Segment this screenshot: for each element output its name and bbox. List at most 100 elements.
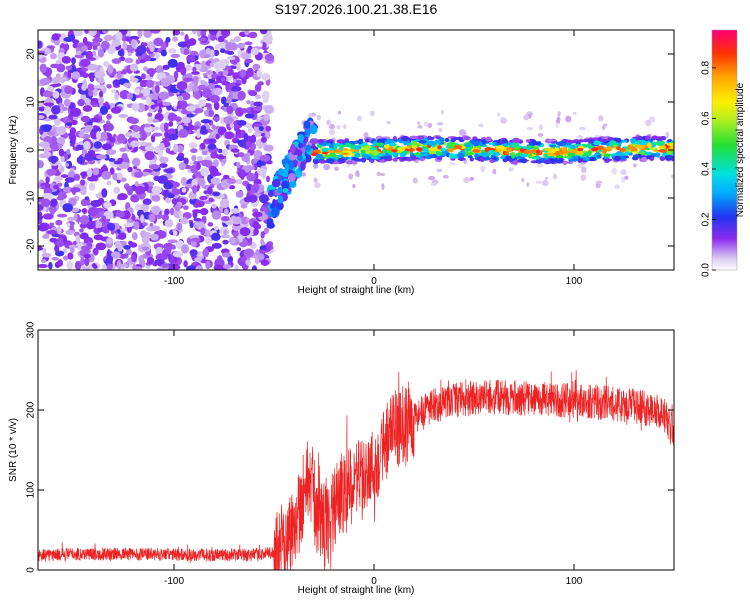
heatmap-cell (64, 85, 73, 95)
heatmap-cell (128, 35, 140, 41)
heatmap-cell (168, 133, 179, 141)
heatmap-cell (189, 50, 198, 56)
heatmap-cell (502, 143, 509, 148)
heatmap-cell (123, 222, 134, 228)
heatmap-cell (237, 139, 242, 145)
heatmap-cell (200, 125, 207, 134)
colorbar-label: Normalized spectral amplitude (735, 82, 746, 217)
heatmap-cell (355, 170, 360, 178)
heatmap-cell (95, 242, 107, 251)
heatmap-cell (41, 258, 47, 264)
heatmap-cell (353, 157, 361, 162)
heatmap-cell (74, 260, 82, 270)
heatmap-cell (206, 69, 213, 75)
heatmap-cell (523, 149, 530, 155)
heatmap-cell (440, 109, 444, 115)
heatmap-cell (429, 137, 435, 140)
heatmap-cell (474, 153, 480, 158)
heatmap-cell (611, 168, 618, 175)
heatmap-cell (102, 215, 107, 223)
heatmap-cell (40, 78, 51, 86)
heatmap-cell (260, 259, 270, 266)
heatmap-cell (200, 167, 210, 177)
heatmap-cell (223, 175, 228, 180)
heatmap-cell (542, 179, 549, 187)
heatmap-cell (535, 149, 541, 154)
heatmap-cell (93, 84, 105, 89)
heatmap-cell (563, 139, 572, 143)
heatmap-cell (54, 244, 60, 253)
heatmap-cell (152, 262, 158, 267)
heatmap-cell (56, 213, 68, 218)
heatmap-cell (80, 245, 92, 251)
heatmap-cell (213, 264, 224, 270)
heatmap-cell (239, 69, 247, 78)
heatmap-cell (79, 228, 84, 233)
heatmap-cell (370, 149, 380, 156)
heatmap-cell (246, 192, 251, 198)
heatmap-cell (444, 137, 450, 143)
heatmap-cell (423, 121, 429, 127)
heatmap-cell (511, 142, 520, 147)
heatmap-cell (55, 219, 63, 226)
heatmap-cell (365, 138, 370, 143)
heatmap-cell (449, 162, 456, 166)
heatmap-cell (521, 177, 525, 183)
heatmap-cell (90, 100, 97, 106)
heatmap-cell (580, 174, 587, 181)
heatmap-cell (117, 244, 123, 252)
heatmap-cell (664, 154, 674, 161)
heatmap-cell (352, 183, 356, 189)
heatmap-cell (458, 129, 466, 136)
heatmap-cell (183, 157, 189, 165)
heatmap-cell (49, 206, 56, 216)
heatmap-cell (122, 82, 132, 88)
heatmap-cell (180, 176, 188, 186)
heatmap-cell (170, 53, 181, 58)
heatmap-cell (71, 119, 78, 126)
heatmap-cell (58, 148, 65, 157)
heatmap-cell (42, 90, 54, 98)
heatmap-cell (261, 72, 271, 81)
heatmap-cell (106, 265, 112, 270)
heatmap-cell (70, 187, 81, 193)
heatmap-cell (236, 247, 242, 252)
heatmap-cell (92, 37, 103, 43)
heatmap-cell (552, 173, 558, 180)
heatmap-cell (106, 149, 117, 155)
heatmap-cell (110, 106, 122, 114)
heatmap-cell (201, 159, 210, 167)
heatmap-cell (192, 30, 197, 35)
heatmap-cell (640, 156, 648, 163)
heatmap-cell (68, 131, 76, 141)
heatmap-cell (38, 204, 44, 212)
heatmap-cell (106, 237, 114, 245)
heatmap-cell (96, 227, 103, 233)
heatmap-cell (53, 117, 61, 126)
heatmap-cell (102, 226, 109, 233)
heatmap-cell (259, 245, 267, 251)
heatmap-cell (246, 172, 256, 182)
heatmap-cell (620, 152, 626, 156)
heatmap-cell (167, 239, 178, 244)
heatmap-cell (263, 227, 270, 234)
heatmap-cell (190, 237, 202, 242)
colorbar-tick-label: 0.0 (701, 263, 712, 277)
heatmap-cell (43, 106, 52, 115)
heatmap-cell (70, 207, 80, 213)
heatmap-cell (141, 246, 150, 251)
heatmap-cell (211, 210, 222, 220)
heatmap-cell (627, 145, 634, 150)
heatmap-cell (244, 30, 250, 36)
heatmap-cell (75, 50, 82, 56)
heatmap-cell (74, 54, 85, 59)
heatmap-cell (207, 143, 217, 150)
heatmap-cell (87, 63, 98, 71)
heatmap-cell (80, 257, 85, 266)
heatmap-cell (488, 142, 494, 145)
x-tick-label: 0 (371, 276, 377, 287)
heatmap-cell (66, 222, 71, 228)
heatmap-cell (248, 123, 253, 133)
colorbar-tick-label: 0.6 (701, 111, 712, 125)
